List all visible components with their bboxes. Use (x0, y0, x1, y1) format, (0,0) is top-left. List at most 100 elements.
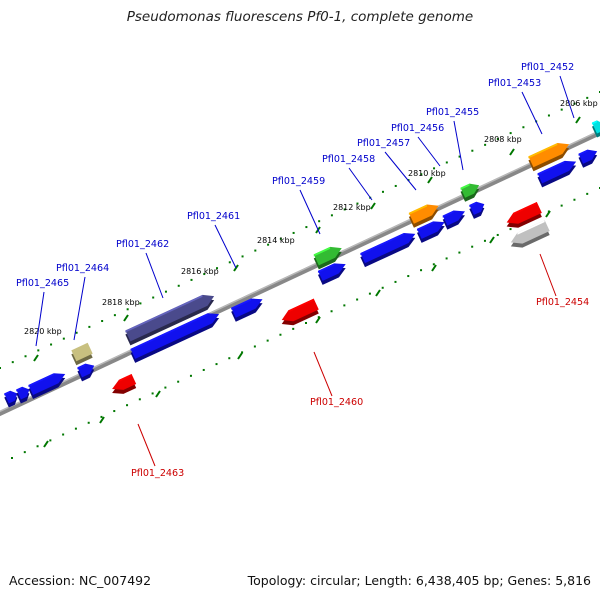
gene-arrow-unlabeled-6 (360, 233, 416, 268)
reverse-tick-dot (407, 275, 410, 278)
forward-tick-dot (152, 296, 155, 299)
forward-tick-dot (228, 261, 231, 264)
forward-tick-dot (241, 255, 244, 258)
gene-label: Pfl01_2463 (131, 468, 184, 479)
leader-line (214, 224, 237, 269)
gene-arrow-pfl01-2453 (528, 142, 570, 172)
forward-tick-dot (573, 102, 576, 105)
leader-line (417, 136, 441, 167)
reverse-major-tick (431, 264, 437, 272)
reverse-major-tick (315, 316, 321, 324)
gene-arrow-unlabeled-10-highlight (537, 160, 565, 176)
gene-arrow-pfl01-2463 (112, 373, 137, 394)
gene-arrow-unlabeled-8-highlight (442, 210, 454, 218)
gene-arrow-unlabeled-11-highlight (578, 149, 588, 156)
reverse-tick-dot (74, 427, 77, 430)
gene-box-pfl01-2464-body (71, 342, 93, 362)
gene-arrow-unlabeled-9-highlight (469, 201, 477, 207)
kbp-scale-label: 2806 kbp (560, 99, 598, 108)
reverse-tick-dot (62, 433, 65, 436)
forward-tick-dot (177, 284, 180, 287)
gene-box-pfl01-2464 (71, 342, 93, 366)
reverse-tick-dot (586, 192, 589, 195)
gene-arrow-pfl01-2455 (460, 183, 480, 202)
reverse-tick-dot (113, 410, 116, 413)
reverse-major-tick (155, 390, 161, 398)
reverse-tick-dot (509, 228, 512, 231)
gene-label: Pfl01_2459 (272, 176, 325, 187)
forward-tick-dot (190, 278, 193, 281)
leader-line (453, 120, 464, 171)
gene-label: Pfl01_2461 (187, 211, 240, 222)
gene-arrow-pfl01-2462-highlight (125, 294, 203, 333)
accession-text: Accession: NC_007492 (9, 573, 152, 588)
reverse-major-tick (375, 289, 381, 297)
gene-arrow-pfl01-2456-body (408, 204, 439, 224)
forward-tick-dot (522, 126, 525, 129)
gene-arrow-unlabeled-5 (317, 263, 346, 285)
forward-tick-dot (318, 220, 321, 223)
gene-arrow-pfl01-2460 (281, 298, 319, 326)
gene-label: Pfl01_2453 (488, 78, 541, 89)
forward-tick-dot (279, 237, 282, 240)
gene-arrow-unlabeled-5-highlight (317, 263, 335, 273)
gene-arrow-pfl01-2454 (510, 220, 550, 248)
gene-arrow-unlabeled-2 (28, 373, 66, 399)
gene-arrow-pfl01-2456 (408, 204, 439, 228)
gene-arrow-unlabeled-8 (442, 210, 465, 230)
kbp-scale-label: 2818 kbp (102, 298, 140, 307)
reverse-tick-dot (330, 310, 333, 313)
page-title: Pseudomonas fluorescens Pf0-1, complete … (126, 9, 474, 25)
reverse-tick-dot (87, 421, 90, 424)
forward-tick-dot (203, 273, 206, 276)
kbp-scale-label: 2816 kbp (181, 267, 219, 276)
feature-layer (4, 120, 600, 408)
forward-tick-dot (496, 137, 499, 140)
forward-major-tick (509, 148, 515, 156)
gene-arrow-unlabeled-red-highlight (513, 202, 537, 215)
gene-arrow-unlabeled-2-highlight (28, 373, 54, 387)
reverse-tick-dot (343, 304, 346, 307)
forward-tick-dot (254, 249, 257, 252)
leader-line (521, 91, 543, 135)
leader-line (137, 423, 156, 467)
gene-arrow-unlabeled-7-highlight (416, 221, 434, 231)
forward-major-tick (123, 314, 129, 322)
reverse-tick-dot (100, 415, 103, 418)
reverse-tick-dot (36, 445, 39, 448)
gene-arrow-unlabeled-4 (231, 298, 263, 322)
leader-line (299, 189, 321, 235)
reverse-tick-dot (560, 204, 563, 207)
reverse-tick-dot (151, 392, 154, 395)
forward-tick-dot (356, 202, 359, 205)
reverse-tick-dot (49, 439, 52, 442)
leader-line (539, 253, 557, 297)
gene-arrow-unlabeled-7 (416, 221, 445, 243)
reverse-tick-dot (215, 363, 218, 366)
forward-tick-dot (586, 96, 589, 99)
gene-label: Pfl01_2457 (357, 138, 410, 149)
gene-arrow-pfl01-2456-highlight (408, 204, 428, 215)
leader-line (559, 75, 575, 119)
forward-tick-dot (292, 231, 295, 234)
gene-arrow-pfl01-2463-body (112, 373, 137, 390)
reverse-tick-dot (23, 451, 26, 454)
reverse-tick-dot (138, 398, 141, 401)
reverse-tick-dot (228, 357, 231, 360)
gene-arrow-pfl01-2460-highlight (288, 298, 314, 313)
forward-tick-dot (509, 132, 512, 135)
reverse-tick-dot (164, 386, 167, 389)
genome-backbone-highlight (0, 129, 600, 413)
reverse-tick-dot (292, 327, 295, 330)
gene-arrow-unlabeled-10 (537, 160, 577, 188)
forward-tick-dot (547, 114, 550, 117)
gene-arrow-pfl01-2459 (313, 246, 342, 270)
gene-arrow-pfl01-2453-highlight (528, 142, 558, 159)
reverse-tick-dot (241, 351, 244, 354)
forward-tick-dot (458, 155, 461, 158)
gene-arrow-pfl01-2452 (591, 120, 600, 138)
forward-tick-dot (50, 343, 53, 346)
reverse-tick-dot (483, 239, 486, 242)
reverse-tick-dot (368, 292, 371, 295)
label-layer: 2806 kbp 2808 kbp 2810 kbp 2812 kbp 2814 kbp… (16, 62, 598, 479)
